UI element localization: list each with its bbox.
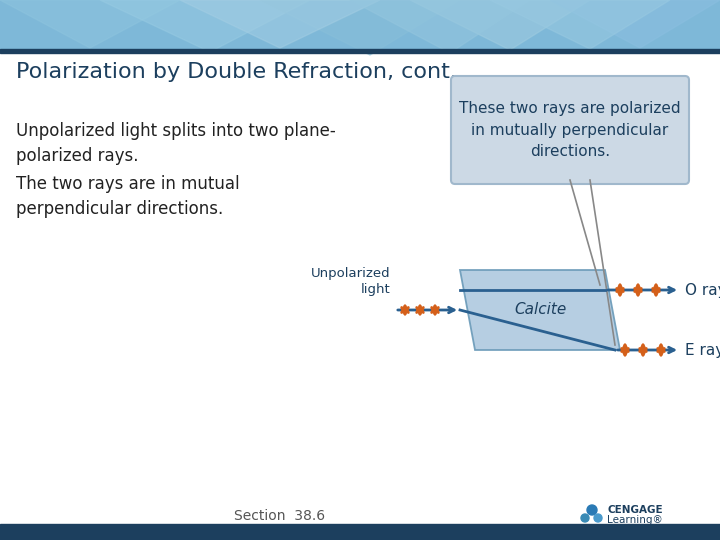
Text: Polarization by Double Refraction, cont.: Polarization by Double Refraction, cont. bbox=[16, 62, 457, 82]
Polygon shape bbox=[180, 0, 380, 48]
Text: Section  38.6: Section 38.6 bbox=[235, 509, 325, 523]
Polygon shape bbox=[550, 0, 720, 48]
Bar bbox=[0, 524, 720, 540]
Text: These two rays are polarized
in mutually perpendicular
directions.: These two rays are polarized in mutually… bbox=[459, 102, 681, 159]
Text: The two rays are in mutual
perpendicular directions.: The two rays are in mutual perpendicular… bbox=[16, 175, 240, 218]
Circle shape bbox=[587, 505, 597, 515]
Polygon shape bbox=[490, 0, 670, 49]
Polygon shape bbox=[100, 0, 310, 52]
Polygon shape bbox=[350, 0, 530, 53]
Polygon shape bbox=[410, 0, 590, 50]
Circle shape bbox=[581, 514, 589, 522]
FancyBboxPatch shape bbox=[451, 76, 689, 184]
Text: CENGAGE: CENGAGE bbox=[607, 505, 662, 515]
Text: Learning®: Learning® bbox=[607, 515, 662, 525]
Polygon shape bbox=[0, 0, 180, 48]
Text: Calcite: Calcite bbox=[514, 302, 566, 318]
Text: O ray: O ray bbox=[685, 282, 720, 298]
Polygon shape bbox=[460, 270, 620, 350]
Text: E ray: E ray bbox=[685, 342, 720, 357]
Bar bbox=[0, 0, 720, 50]
Text: Unpolarized
light: Unpolarized light bbox=[310, 267, 390, 296]
Bar bbox=[0, 49, 720, 53]
Text: Unpolarized light splits into two plane-
polarized rays.: Unpolarized light splits into two plane-… bbox=[16, 122, 336, 165]
Circle shape bbox=[594, 514, 602, 522]
Polygon shape bbox=[260, 0, 460, 55]
